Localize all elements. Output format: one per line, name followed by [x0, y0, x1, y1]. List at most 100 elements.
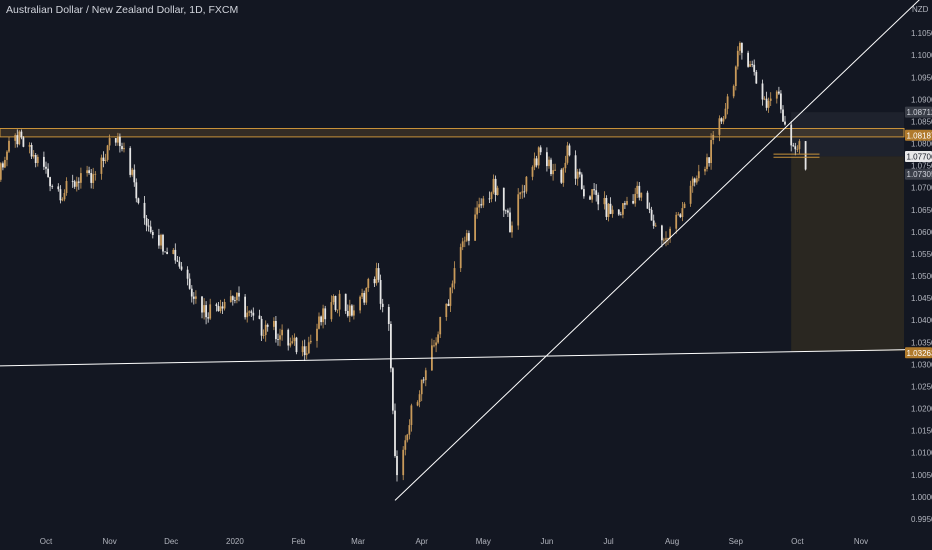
candle	[71, 174, 74, 188]
candle	[638, 182, 641, 201]
candle	[275, 316, 277, 343]
candle	[6, 150, 8, 167]
candle	[375, 262, 378, 286]
candle-body	[468, 233, 470, 241]
candle	[143, 196, 146, 225]
price-axis[interactable]: NZD 1.10500 1.10000 1.09500 1.09000 1.08500 1…	[911, 5, 932, 524]
candle-body	[480, 204, 483, 206]
candle	[207, 312, 210, 323]
candle	[119, 133, 121, 153]
candle	[63, 189, 66, 202]
candle	[75, 176, 78, 192]
candle-body	[447, 303, 450, 306]
time-tick-label: Dec	[164, 537, 178, 546]
candle-body	[767, 100, 770, 108]
candle-body	[0, 163, 2, 180]
candle-body	[681, 208, 684, 217]
candle	[697, 164, 700, 182]
candle	[761, 79, 764, 106]
candle	[4, 156, 6, 169]
candle-body	[145, 218, 148, 226]
zone-layer	[0, 128, 905, 138]
candle-body	[396, 456, 398, 476]
candle-body	[710, 140, 712, 163]
price-tick-label: 1.10500	[911, 29, 932, 38]
rising-trendline[interactable]	[394, 0, 921, 501]
candle	[281, 324, 283, 341]
candle-body	[281, 329, 283, 336]
candle	[790, 121, 793, 152]
candle	[246, 306, 249, 323]
candle	[775, 90, 778, 104]
candle-body	[741, 43, 743, 53]
candle	[201, 296, 203, 319]
candle	[34, 153, 37, 168]
candle-body	[654, 225, 657, 227]
candle-body	[578, 171, 581, 175]
candle-body	[367, 279, 370, 288]
resistance-zone[interactable]	[0, 128, 905, 138]
candle	[533, 152, 536, 171]
candle-body	[186, 269, 189, 279]
candle-body	[661, 225, 663, 241]
candle	[603, 191, 606, 210]
candle-body	[712, 134, 715, 140]
candle	[121, 142, 123, 152]
trendline-layer[interactable]	[0, 0, 921, 501]
candle-body	[266, 324, 269, 327]
candle	[453, 261, 456, 290]
candle-body	[381, 303, 384, 307]
candle	[619, 211, 622, 216]
candle	[57, 183, 60, 192]
candle	[123, 142, 125, 153]
candle	[461, 237, 464, 251]
long-base-trendline[interactable]	[0, 348, 921, 367]
candle-body	[2, 163, 4, 168]
candle-body	[404, 440, 407, 450]
candle	[496, 185, 499, 196]
candle-body	[114, 138, 117, 143]
candle	[465, 229, 468, 243]
candle-body	[798, 141, 801, 150]
price-tick-label: 1.07000	[911, 184, 932, 193]
candle-body	[80, 173, 82, 183]
candle-body	[178, 261, 181, 267]
candle	[416, 400, 419, 407]
candle-body	[121, 146, 123, 150]
candle-body	[408, 425, 411, 435]
candle-body	[531, 167, 534, 177]
candle-body	[554, 169, 556, 171]
candle-body	[86, 170, 88, 174]
candle	[365, 287, 368, 305]
candle	[176, 256, 179, 262]
candle	[287, 328, 290, 351]
candle	[330, 295, 333, 322]
candle	[248, 310, 251, 317]
candle	[706, 153, 708, 172]
candle	[45, 161, 47, 174]
candle	[693, 177, 696, 187]
candle	[517, 188, 520, 230]
time-axis[interactable]: Oct Nov Dec 2020 Feb Mar Apr May Jun Jul Aug Sep Oct…	[40, 537, 868, 546]
candle	[548, 156, 550, 169]
candle-body	[30, 145, 33, 157]
price-badge-label: 1.07305	[907, 170, 932, 179]
candle	[309, 334, 312, 345]
time-tick-label: Oct	[791, 537, 804, 546]
candle	[244, 294, 246, 320]
candle	[147, 219, 150, 232]
candle-body	[437, 334, 439, 343]
candle-body	[780, 93, 782, 110]
candle-body	[75, 181, 78, 187]
candle	[307, 336, 310, 355]
candle-body	[583, 189, 585, 197]
candle	[763, 96, 766, 101]
candle-body	[439, 317, 442, 335]
candle-body	[6, 151, 8, 160]
candle	[252, 307, 255, 321]
candle-body	[749, 64, 751, 67]
candle-body	[377, 268, 380, 280]
candle	[262, 329, 265, 339]
candle	[117, 132, 119, 146]
